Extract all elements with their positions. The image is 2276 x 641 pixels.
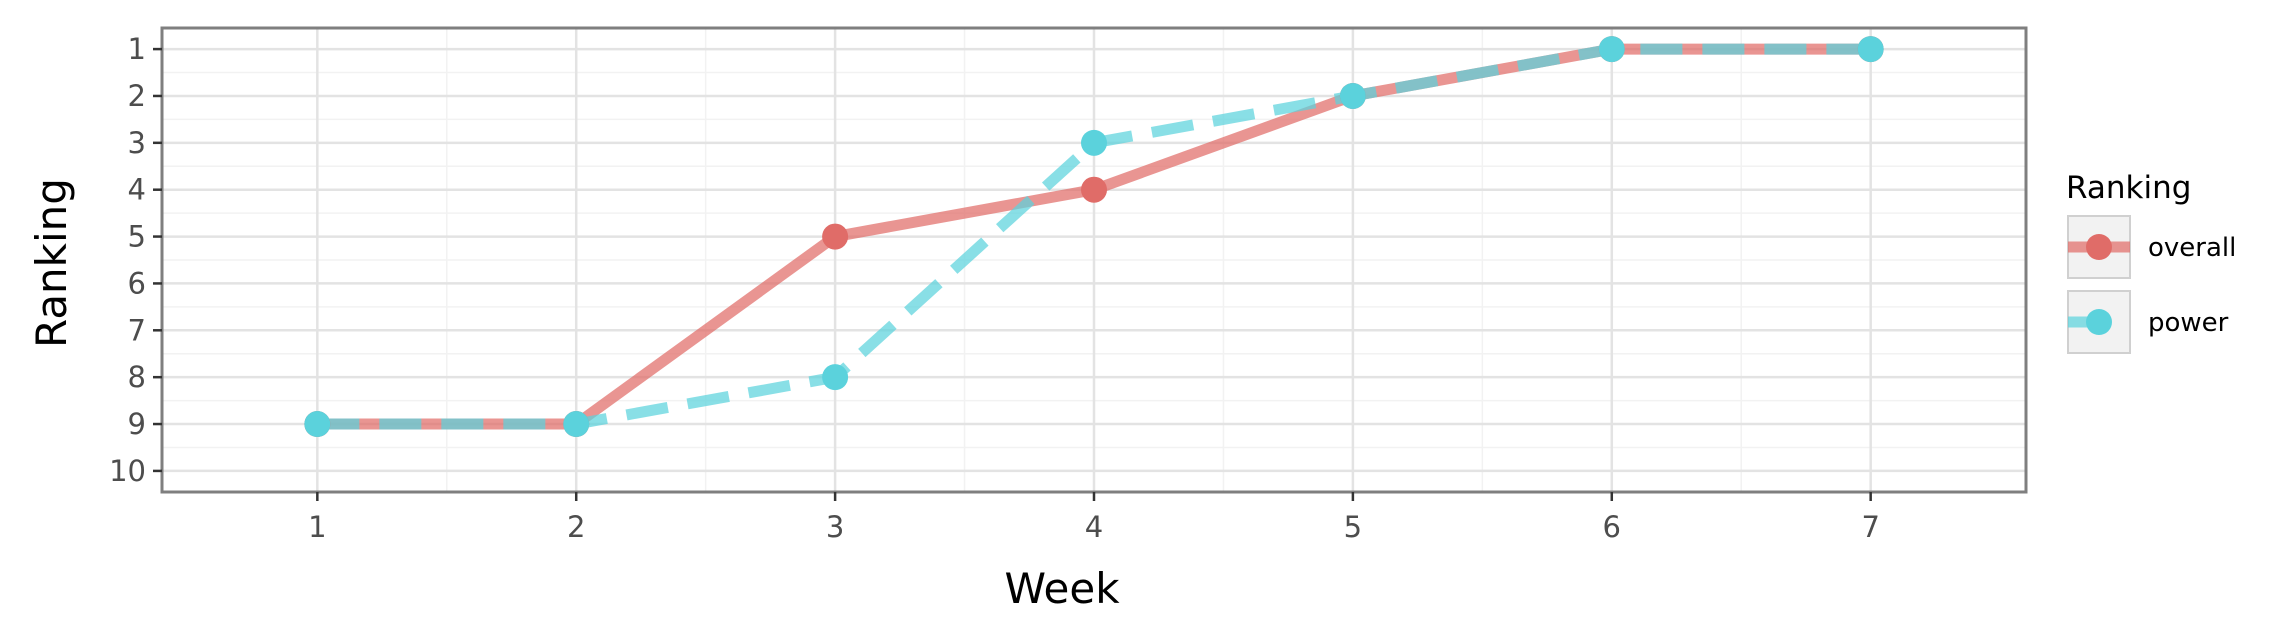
data-point-overall (822, 223, 849, 250)
y-tick-label: 4 (128, 173, 146, 207)
x-tick-label: 3 (826, 510, 844, 544)
y-tick-label: 3 (128, 126, 146, 160)
data-point-power (1857, 36, 1884, 63)
x-tick-label: 4 (1085, 510, 1103, 544)
axes: 1 2 3 4 5 6 7 1 2 3 4 5 6 7 8 9 10 (109, 32, 1880, 544)
y-tick-label: 6 (128, 266, 146, 300)
y-tick-label: 8 (128, 360, 146, 394)
x-tick-label: 5 (1344, 510, 1362, 544)
y-tick-label: 10 (109, 454, 146, 488)
x-tick-label: 2 (567, 510, 585, 544)
legend-keys: overall power (2067, 215, 2236, 354)
legend: Ranking overall power (2066, 170, 2236, 354)
legend-label-overall: overall (2148, 233, 2236, 263)
legend-key-point-overall (2086, 234, 2112, 260)
x-tick-label: 7 (1861, 510, 1879, 544)
y-tick-label: 5 (128, 220, 146, 254)
data-point-power (1081, 129, 1107, 156)
series-points (304, 36, 1884, 438)
data-point-power (1339, 82, 1366, 109)
y-tick-label: 2 (128, 79, 146, 113)
x-tick-label: 1 (308, 510, 326, 544)
x-axis-title: Week (1004, 564, 1120, 613)
y-tick-label: 9 (128, 407, 146, 441)
legend-label-power: power (2148, 308, 2229, 338)
x-tick-label: 6 (1603, 510, 1621, 544)
y-axis-title: Ranking (27, 178, 76, 348)
data-point-overall (1081, 176, 1107, 203)
legend-title: Ranking (2066, 170, 2191, 206)
y-tick-label: 7 (128, 313, 146, 347)
data-point-power (822, 364, 849, 391)
data-point-power (563, 411, 590, 438)
data-point-power (304, 411, 331, 438)
data-point-power (1598, 36, 1625, 63)
y-tick-label: 1 (128, 32, 146, 66)
legend-key-point-power (2086, 309, 2112, 335)
